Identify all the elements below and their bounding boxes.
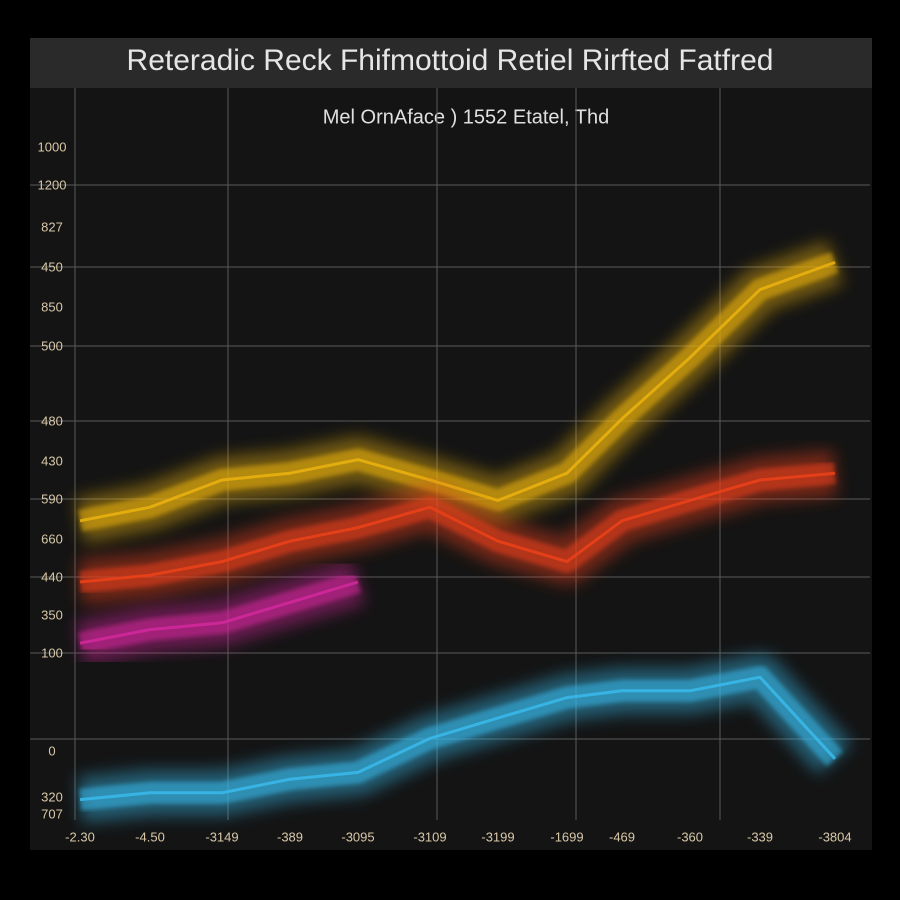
chart-title: Reteradic Reck Fhifmottoid Retiel Rirfte… <box>127 44 774 77</box>
x-tick-label: -3095 <box>341 829 374 844</box>
x-tick-label: -360 <box>677 829 703 844</box>
y-tick-label: 0 <box>48 743 55 758</box>
series-line <box>79 260 836 523</box>
y-tick-label: 440 <box>41 569 63 584</box>
x-tick-label: -2.30 <box>65 829 95 844</box>
x-tick-label: -3149 <box>205 829 238 844</box>
axis-labels: 1000120082745085050048043059066044035010… <box>38 139 852 844</box>
y-tick-label: 320 <box>41 789 63 804</box>
y-tick-label: 480 <box>41 413 63 428</box>
chart-subtitle: Mel OrnAface ) 1552 Etatel, Thd <box>323 106 609 128</box>
y-tick-label: 450 <box>41 259 63 274</box>
y-tick-label: 660 <box>41 531 63 546</box>
x-tick-label: -389 <box>277 829 303 844</box>
y-tick-label: 1200 <box>38 177 67 192</box>
y-tick-label: 850 <box>41 299 63 314</box>
y-tick-label: 1000 <box>38 139 67 154</box>
y-tick-label: 827 <box>41 219 63 234</box>
x-tick-label: -4.50 <box>135 829 165 844</box>
x-tick-label: -3199 <box>481 829 514 844</box>
series-line <box>79 580 359 645</box>
y-tick-label: 707 <box>41 806 63 821</box>
series-line <box>79 471 836 584</box>
y-tick-label: 500 <box>41 338 63 353</box>
series-line <box>79 675 837 802</box>
x-tick-label: -469 <box>609 829 635 844</box>
series-layer <box>75 240 852 823</box>
y-tick-label: 350 <box>41 607 63 622</box>
y-tick-label: 430 <box>41 453 63 468</box>
y-tick-label: 100 <box>41 645 63 660</box>
x-tick-label: -1699 <box>550 829 583 844</box>
y-tick-label: 590 <box>41 491 63 506</box>
x-tick-label: -3804 <box>818 829 851 844</box>
title-bar <box>30 38 872 88</box>
x-tick-label: -3109 <box>413 829 446 844</box>
x-tick-label: -339 <box>747 829 773 844</box>
